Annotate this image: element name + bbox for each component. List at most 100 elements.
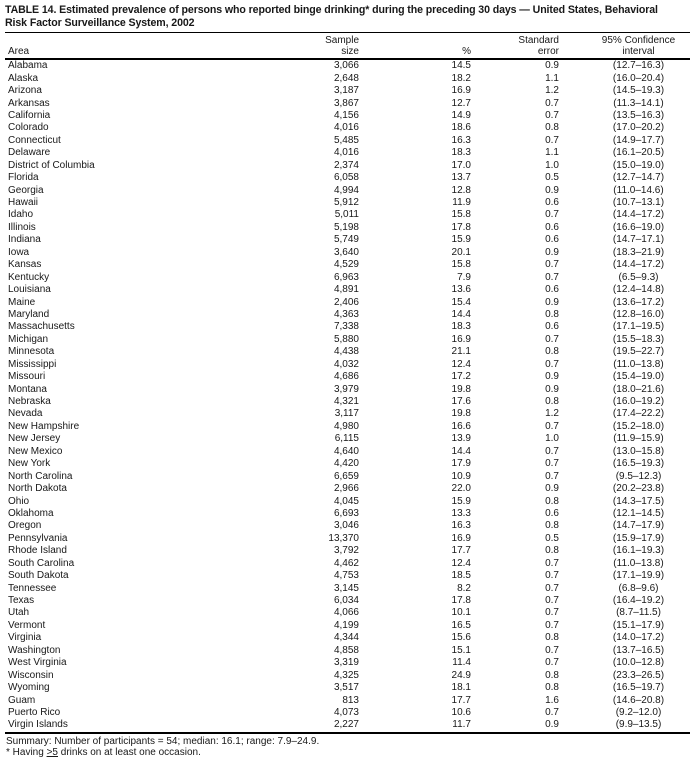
- standard-error-cell: 0.7: [545, 619, 559, 631]
- table-row: Wisconsin 4,325 24.9 0.8 (23.3–26.5): [5, 669, 690, 681]
- percent-cell: 24.9: [451, 669, 471, 681]
- standard-error-cell: 0.7: [545, 134, 559, 146]
- confidence-interval-cell: (11.0–14.6): [613, 184, 664, 196]
- area-cell: Vermont: [8, 619, 46, 631]
- standard-error-cell: 0.6: [545, 321, 559, 333]
- sample-size-cell: 5,011: [334, 209, 359, 221]
- area-cell: Missouri: [8, 371, 46, 383]
- standard-error-cell: 0.9: [545, 371, 559, 383]
- confidence-interval-cell: (15.1–17.9): [612, 619, 665, 631]
- sample-size-cell: 4,032: [333, 358, 359, 370]
- percent-cell: 21.1: [451, 346, 471, 358]
- confidence-interval-cell: (16.4–19.2): [612, 595, 665, 607]
- table-row: Kentucky 6,963 7.9 0.7 (6.5–9.3): [5, 271, 690, 283]
- confidence-interval-cell: (13.7–16.5): [612, 644, 665, 656]
- table-row: Guam 813 17.7 1.6 (14.6–20.8): [5, 694, 690, 706]
- sample-size-cell: 5,912: [333, 197, 359, 209]
- area-cell: Delaware: [8, 147, 51, 159]
- area-cell: Arkansas: [8, 97, 50, 109]
- sample-size-cell: 3,867: [333, 97, 359, 109]
- confidence-interval-cell: (12.4–14.8): [612, 284, 665, 296]
- confidence-interval-cell: (13.0–15.8): [612, 445, 665, 457]
- table-row: Virgin Islands 2,227 11.7 0.9 (9.9–13.5): [5, 719, 690, 734]
- confidence-interval-cell: (12.8–16.0): [612, 308, 665, 320]
- percent-cell: 17.8: [451, 595, 471, 607]
- table-row: Arizona 3,187 16.9 1.2 (14.5–19.3): [5, 85, 690, 97]
- table-row: West Virginia 3,319 11.4 0.7 (10.0–12.8): [5, 657, 690, 669]
- table-title: TABLE 14. Estimated prevalence of person…: [5, 4, 690, 33]
- table-row: Puerto Rico 4,073 10.6 0.7 (9.2–12.0): [5, 707, 690, 719]
- confidence-interval-cell: (23.3–26.5): [612, 669, 665, 681]
- sample-size-cell: 3,640: [333, 246, 359, 258]
- percent-cell: 7.9: [457, 271, 471, 283]
- standard-error-cell: 1.0: [545, 159, 559, 171]
- table-row: New Hampshire 4,980 16.6 0.7 (15.2–18.0): [5, 421, 690, 433]
- confidence-interval-cell: (12.7–16.3): [612, 60, 665, 72]
- percent-cell: 14.4: [451, 308, 471, 320]
- percent-cell: 14.9: [451, 109, 471, 121]
- percent-cell: 11.9: [452, 197, 471, 209]
- confidence-interval-cell: (11.9–15.9): [613, 433, 664, 445]
- standard-error-cell: 0.7: [545, 595, 559, 607]
- confidence-interval-cell: (15.2–18.0): [612, 420, 665, 432]
- standard-error-cell: 0.7: [545, 706, 559, 718]
- sample-size-cell: 4,199: [333, 619, 359, 631]
- sample-size-cell: 13,370: [328, 532, 359, 544]
- percent-cell: 17.9: [451, 458, 471, 470]
- confidence-interval-cell: (9.9–13.5): [559, 719, 690, 734]
- percent-cell: 16.9: [451, 333, 471, 345]
- confidence-interval-cell: (15.4–19.0): [612, 371, 665, 383]
- col-header-confidence-interval: 95% Confidence interval: [559, 33, 690, 60]
- confidence-interval-cell: (14.4–17.2): [612, 209, 665, 221]
- percent-cell: 18.1: [451, 682, 471, 694]
- confidence-interval-cell: (12.7–14.7): [612, 172, 665, 184]
- standard-error-cell: 0.7: [545, 97, 559, 109]
- area-cell: North Dakota: [8, 483, 67, 495]
- percent-cell: 12.8: [451, 184, 471, 196]
- table-row: California 4,156 14.9 0.7 (13.5–16.3): [5, 110, 690, 122]
- percent-cell: 15.8: [451, 259, 471, 271]
- table-title-line1: TABLE 14. Estimated prevalence of person…: [5, 4, 658, 16]
- standard-error-cell: 0.7: [545, 259, 559, 271]
- percent-cell: 15.9: [451, 234, 471, 246]
- sample-size-cell: 4,344: [333, 632, 359, 644]
- standard-error-cell: 0.8: [545, 520, 559, 532]
- table-row: Alabama 3,066 14.5 0.9 (12.7–16.3): [5, 59, 690, 72]
- percent-cell: 11.7: [359, 719, 471, 734]
- percent-cell: 10.6: [451, 706, 471, 718]
- area-cell: Virgin Islands: [5, 719, 300, 734]
- area-cell: North Carolina: [8, 470, 73, 482]
- confidence-interval-cell: (10.0–12.8): [612, 657, 665, 669]
- percent-cell: 16.5: [451, 619, 471, 631]
- table-row: Michigan 5,880 16.9 0.7 (15.5–18.3): [5, 334, 690, 346]
- percent-cell: 20.1: [451, 246, 471, 258]
- area-cell: New York: [8, 458, 51, 470]
- sample-size-cell: 6,058: [333, 172, 359, 184]
- confidence-interval-cell: (17.0–20.2): [612, 122, 665, 134]
- sample-size-cell: 3,187: [333, 85, 359, 97]
- footnote: * Having >5 drinks on at least one occas…: [5, 747, 690, 759]
- area-cell: Virginia: [8, 632, 42, 644]
- sample-size-cell: 5,198: [333, 221, 359, 233]
- confidence-interval-cell: (16.0–19.2): [612, 396, 665, 408]
- percent-cell: 10.1: [451, 607, 471, 619]
- sample-size-cell: 5,880: [333, 333, 359, 345]
- sample-size-cell: 3,117: [334, 408, 359, 420]
- percent-cell: 11.4: [452, 657, 471, 669]
- sample-size-cell: 4,066: [333, 607, 359, 619]
- standard-error-cell: 0.7: [545, 582, 559, 594]
- col-header-ci-line1: 95% Confidence: [601, 35, 676, 46]
- sample-size-cell: 6,963: [333, 271, 359, 283]
- standard-error-cell: 0.8: [545, 545, 559, 557]
- col-header-percent: %: [359, 33, 471, 60]
- area-cell: Indiana: [8, 234, 41, 246]
- confidence-interval-cell: (14.4–17.2): [612, 259, 665, 271]
- standard-error-cell: 0.6: [545, 284, 559, 296]
- confidence-interval-cell: (16.0–20.4): [612, 72, 665, 84]
- area-cell: Nevada: [8, 408, 43, 420]
- table-row: Kansas 4,529 15.8 0.7 (14.4–17.2): [5, 259, 690, 271]
- table-row: Florida 6,058 13.7 0.5 (12.7–14.7): [5, 172, 690, 184]
- sample-size-cell: 4,462: [333, 557, 359, 569]
- area-cell: Utah: [8, 607, 30, 619]
